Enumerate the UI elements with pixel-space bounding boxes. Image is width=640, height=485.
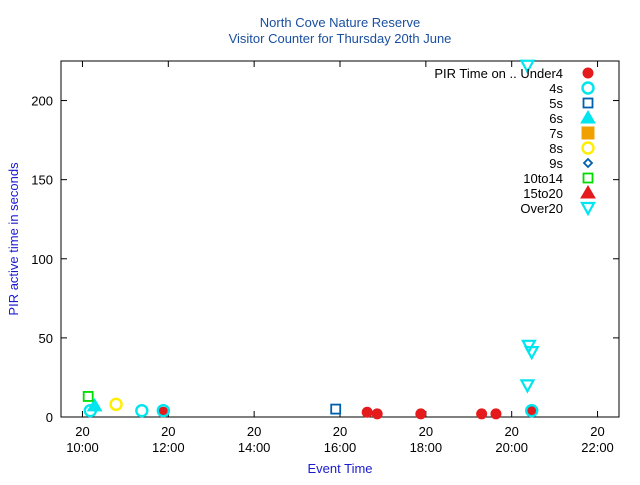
y-tick-label: 200 [31, 94, 53, 109]
data-point-4s [525, 403, 539, 418]
legend-series-name: 5s [549, 96, 563, 111]
legend-series-name: 10to14 [523, 171, 563, 186]
data-point-under4 [415, 408, 427, 420]
x-axis-label: Event Time [307, 461, 372, 476]
legend-label: 6s [549, 111, 563, 126]
data-point-8s [109, 397, 123, 412]
legend-label: 15to20 [523, 186, 563, 201]
y-tick-label: 100 [31, 252, 53, 267]
ticks-layer: 0501001502002010:002012:002014:002016:00… [31, 61, 619, 455]
legend-marker-over20 [580, 201, 596, 217]
legend-marker-15to20 [580, 185, 596, 199]
legend-marker-8s [581, 141, 595, 155]
legend-label: 5s [549, 96, 563, 111]
x-tick-label-bottom: 14:00 [238, 440, 271, 455]
data-point-4s [135, 403, 149, 418]
y-tick-label: 50 [39, 331, 53, 346]
x-tick-label-top: 20 [161, 424, 175, 439]
legend-label: 8s [549, 141, 563, 156]
x-tick-label-bottom: 12:00 [152, 440, 185, 455]
legend-series-name: 9s [549, 156, 563, 171]
data-point-6s [86, 397, 103, 412]
y-tick-label: 0 [46, 410, 53, 425]
legend-label: 10to14 [523, 171, 563, 186]
legend-series-name: 6s [549, 111, 563, 126]
x-tick-label-top: 20 [75, 424, 89, 439]
x-tick-label-bottom: 16:00 [324, 440, 357, 455]
plot-area-border [60, 60, 620, 418]
data-point-over20 [519, 379, 536, 394]
legend-marker-5s [582, 97, 594, 109]
legend-series-name: Over20 [520, 201, 563, 216]
y-axis-label: PIR active time in seconds [6, 162, 21, 316]
data-point-10to14 [82, 391, 94, 402]
legend-marker-6s [580, 110, 596, 124]
chart-subtitle: Visitor Counter for Thursday 20th June [229, 31, 452, 46]
data-point-under4 [490, 408, 502, 420]
legend-series-name: Under4 [520, 66, 563, 81]
x-tick-label-top: 20 [247, 424, 261, 439]
x-tick-label-top: 20 [590, 424, 604, 439]
legend-label: 9s [549, 156, 563, 171]
data-point-over20 [523, 346, 540, 361]
legend-series-name: 15to20 [523, 186, 563, 201]
legend-marker-7s [581, 126, 595, 140]
x-tick-label-bottom: 10:00 [66, 440, 99, 455]
data-point-over20 [519, 59, 536, 75]
chart-title: North Cove Nature Reserve [260, 15, 420, 30]
data-point-under4 [476, 408, 488, 420]
legend-label: 4s [549, 81, 563, 96]
legend-marker-4s [581, 81, 595, 95]
legend-label: PIR Time on .. Under4 [434, 66, 563, 81]
x-tick-label-top: 20 [419, 424, 433, 439]
x-tick-label-top: 20 [333, 424, 347, 439]
legend-series-name: 4s [549, 81, 563, 96]
data-point-5s [330, 403, 342, 415]
legend-label: 7s [549, 126, 563, 141]
x-tick-label-bottom: 22:00 [581, 440, 614, 455]
x-tick-label-bottom: 20:00 [495, 440, 528, 455]
legend-marker-9s [582, 157, 594, 169]
y-tick-label: 150 [31, 173, 53, 188]
legend-marker-10to14 [582, 172, 594, 184]
legend-label: Over20 [520, 201, 563, 216]
legend-series-name: 8s [549, 141, 563, 156]
legend: PIR Time on .. Under44s5s6s7s8s9s10to141… [434, 66, 596, 217]
x-tick-label-bottom: 18:00 [410, 440, 443, 455]
data-point-4s [156, 403, 171, 418]
points-layer [82, 59, 540, 420]
data-point-under4 [361, 406, 373, 418]
x-tick-label-top: 20 [504, 424, 518, 439]
legend-marker-under4 [582, 67, 594, 79]
data-point-under4 [371, 408, 383, 420]
legend-series-name: 7s [549, 126, 563, 141]
legend-header: PIR Time on .. [434, 66, 520, 81]
